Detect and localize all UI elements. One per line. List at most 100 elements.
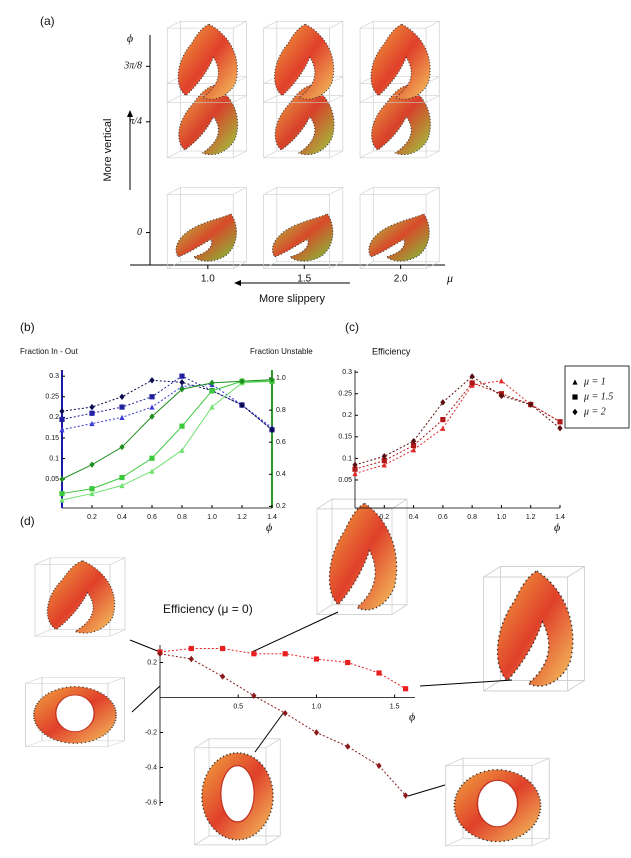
y-tick-label: 0.1 [342,455,352,462]
x-axis-label: ϕ [409,709,415,723]
y-axis-label: Fraction In - Out [20,347,79,356]
x-tick-label: 0.5 [233,703,243,710]
panel-label: (b) [20,320,35,334]
marker [149,377,154,383]
y-axis-label: ϕ [127,31,133,45]
chart-title: Efficiency [372,346,411,356]
x-tick-label: 0.2 [87,514,97,521]
y-tick-label: 0.15 [338,434,352,441]
x-axis-label: μ [446,271,453,285]
x-tick-label: 0.2 [379,514,389,521]
panel-d-renderings [26,499,585,846]
marker [119,404,124,409]
x-tick-label: 0.4 [409,514,419,521]
chart-title: Efficiency (μ = 0) [163,602,253,616]
y-tick-label: 0.05 [45,476,59,483]
x-axis-label: ϕ [554,520,560,534]
legend-label: μ = 1.5 [583,391,613,402]
y-tick-label: 0 [137,227,142,238]
y2-tick-label: 1.0 [276,375,286,382]
series-line [355,376,560,464]
y-tick-label: 0.25 [338,391,352,398]
marker [89,486,94,491]
legend-marker [572,394,577,399]
marker [119,475,124,480]
marker [209,388,214,393]
x-tick-label: 0.4 [117,514,127,521]
series-line [62,381,272,500]
arrow-head [127,110,133,117]
marker [119,394,124,400]
marker [179,379,184,385]
y2-tick-label: 0.6 [276,439,286,446]
y-tick-label: -0.4 [145,764,157,771]
y-tick-label: 0.2 [342,412,352,419]
marker [557,425,562,431]
marker [149,394,154,399]
rendering [360,187,439,268]
y-tick-label: 3π/8 [123,61,142,72]
x-tick-label: 1.0 [201,274,215,285]
x-tick-label: 1.0 [497,514,507,521]
marker [440,417,445,422]
y-tick-label: 0.15 [45,435,59,442]
y-tick-label: 0.05 [338,477,352,484]
rendering [167,187,246,268]
y-tick-label: 0.3 [49,373,59,380]
x-tick-label: 1.2 [237,514,247,521]
marker [89,461,94,467]
y2-tick-label: 0.8 [276,407,286,414]
marker [499,378,504,383]
panel-label: (d) [20,514,35,528]
marker [283,710,288,716]
page: (a) ϕ μ 0 π/4 3π/8 1.0 1.5 2.0 More vertical More … [0,0,631,858]
marker [345,743,350,749]
x-tick-label: 1.5 [390,703,400,710]
y-tick-label: π/4 [129,116,142,127]
y-tick-label: 0.3 [342,369,352,376]
y-tick-label: -0.6 [145,799,157,806]
x-tick-label: 0.6 [147,514,157,521]
marker [149,456,154,461]
x-tick-label: 1.2 [526,514,536,521]
marker [59,491,64,496]
panel-label: (a) [40,14,55,28]
marker [59,476,64,482]
marker [189,656,194,662]
y-tick-label: 0.1 [49,455,59,462]
y-tick-label: 0.25 [45,394,59,401]
marker [179,424,184,429]
x-tick-label: 0.8 [467,514,477,521]
marker [470,380,475,385]
rendering [167,77,246,158]
annotation: More slippery [259,293,326,305]
y-tick-label: 0.2 [147,659,157,666]
marker [89,411,94,416]
series-line [160,654,406,796]
marker [89,404,94,410]
figure: (a) ϕ μ 0 π/4 3π/8 1.0 1.5 2.0 More vertical More … [0,0,631,858]
marker [220,646,225,651]
x-tick-label: 2.0 [394,274,408,285]
marker [376,670,381,675]
marker [376,763,381,769]
marker [557,419,562,424]
marker [149,404,154,409]
marker [220,673,225,679]
rendering [360,77,439,158]
y2-tick-label: 0.2 [276,503,286,510]
x-tick-label: 1.0 [312,703,322,710]
y-tick-label: -0.2 [145,729,157,736]
marker [119,415,124,420]
x-tick-label: 1.0 [207,514,217,521]
marker [59,408,64,414]
marker [179,374,184,379]
x-tick-label: 0.8 [177,514,187,521]
marker [440,426,445,431]
series-line [62,381,272,493]
y-tick-label: 0.2 [49,414,59,421]
y2-axis-label: Fraction Unstable [250,347,313,356]
panel-label: (c) [345,320,359,334]
legend-label: μ = 2 [583,406,606,417]
annotation: More vertical [102,119,114,182]
